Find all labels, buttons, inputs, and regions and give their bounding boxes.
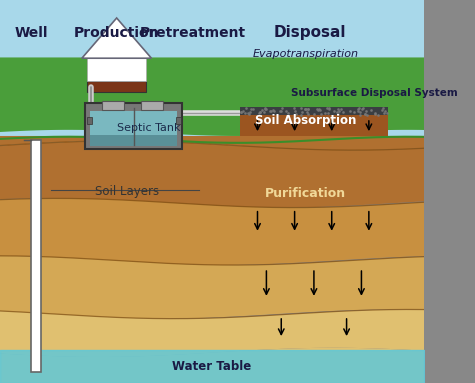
Polygon shape (82, 18, 152, 58)
Bar (142, 101, 163, 110)
Polygon shape (0, 136, 424, 150)
Polygon shape (0, 141, 424, 208)
Text: Purification: Purification (265, 187, 346, 200)
Text: Subsurface Disposal System: Subsurface Disposal System (291, 88, 457, 98)
Text: Well: Well (15, 26, 48, 40)
Text: Production: Production (74, 26, 160, 40)
Bar (85, 103, 182, 149)
Polygon shape (0, 57, 424, 136)
Text: Soil Absorption: Soil Absorption (255, 114, 356, 127)
Bar (176, 117, 180, 124)
Bar (90, 135, 177, 146)
Polygon shape (0, 198, 424, 265)
Text: Septic Tank: Septic Tank (117, 123, 180, 133)
Polygon shape (0, 348, 424, 383)
Bar (90, 111, 177, 146)
Text: Pretreatment: Pretreatment (140, 26, 246, 40)
Bar (103, 101, 124, 110)
Bar (87, 81, 146, 92)
Text: Evapotranspiration: Evapotranspiration (252, 49, 359, 59)
Text: Disposal: Disposal (274, 25, 346, 40)
Text: Soil Layers: Soil Layers (95, 185, 159, 198)
Bar (87, 117, 93, 124)
Bar (31, 140, 41, 372)
Bar (87, 58, 146, 81)
Polygon shape (0, 309, 424, 357)
Polygon shape (0, 256, 424, 319)
Text: Water Table: Water Table (172, 360, 252, 373)
Bar (0, 0, 424, 146)
Bar (240, 115, 388, 136)
Bar (240, 107, 388, 115)
